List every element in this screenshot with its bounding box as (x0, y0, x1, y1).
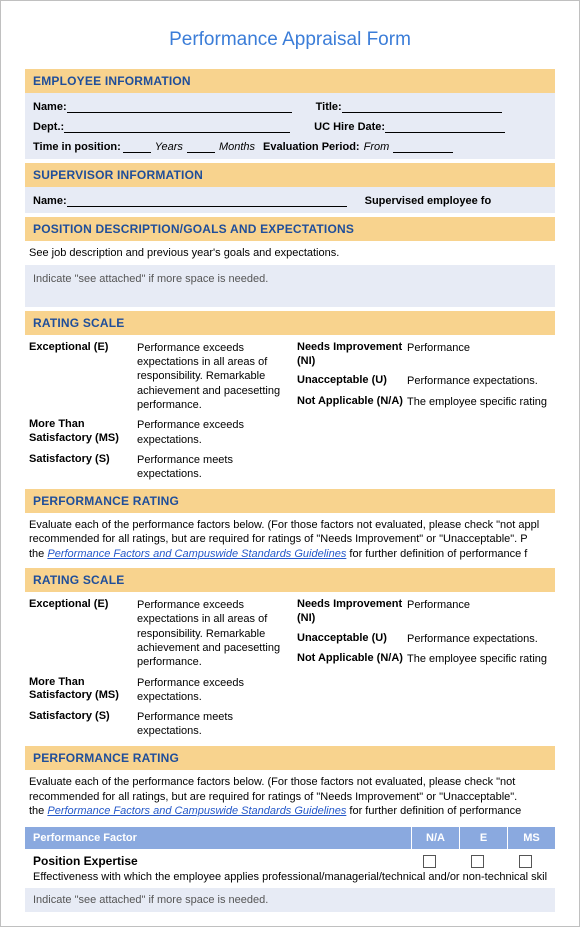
s-label: Satisfactory (S) (29, 453, 137, 482)
from-label: From (364, 141, 390, 153)
time-label: Time in position: (33, 141, 121, 153)
employee-fields: Name: Title: Dept.: UC Hire Date: Time i… (25, 93, 555, 159)
sup-name-label: Name: (33, 195, 67, 207)
rating2-line2: recommended for all ratings, but are req… (29, 791, 517, 803)
supervisor-fields: Name: Supervised employee fo (25, 187, 555, 213)
name-input[interactable] (67, 99, 292, 113)
rating1-body: Evaluate each of the performance factors… (25, 513, 555, 565)
factor-label: Position Expertise (33, 854, 405, 868)
months-unit: Months (219, 141, 255, 153)
factor-row-position-expertise: Position Expertise (25, 849, 555, 871)
months-input[interactable] (187, 139, 215, 153)
factor-col-ms: MS (507, 827, 555, 849)
factor-col-e: E (459, 827, 507, 849)
ms-desc2: Performance exceeds expectations. (137, 676, 283, 705)
rating1-line3a: the (29, 548, 47, 560)
section-header-scale2: RATING SCALE (25, 568, 555, 592)
section-header-position: POSITION DESCRIPTION/GOALS AND EXPECTATI… (25, 217, 555, 241)
e-label2: Exceptional (E) (29, 598, 137, 669)
na-desc: The employee specific rating (407, 395, 547, 409)
sup-name-input[interactable] (67, 193, 347, 207)
ms-desc: Performance exceeds expectations. (137, 418, 283, 447)
supervised-label: Supervised employee fo (365, 195, 492, 207)
u-label2: Unacceptable (U) (297, 632, 407, 646)
rating2-line3a: the (29, 805, 47, 817)
eval-label: Evaluation Period: (263, 141, 360, 153)
na-desc2: The employee specific rating (407, 652, 547, 666)
ni-desc: Performance (407, 341, 470, 369)
ms-label2: More Than Satisfactory (MS) (29, 676, 137, 705)
rating-scale-grid2: Exceptional (E)Performance exceeds expec… (25, 592, 555, 742)
rating2-body: Evaluate each of the performance factors… (25, 770, 555, 822)
s-label2: Satisfactory (S) (29, 710, 137, 739)
section-header-scale1: RATING SCALE (25, 311, 555, 335)
dept-input[interactable] (64, 119, 290, 133)
years-input[interactable] (123, 139, 151, 153)
s-desc2: Performance meets expectations. (137, 710, 283, 739)
ni-label: Needs Improvement (NI) (297, 341, 407, 369)
factor-col-na: N/A (411, 827, 459, 849)
dept-label: Dept.: (33, 121, 64, 133)
section-header-rating2: PERFORMANCE RATING (25, 746, 555, 770)
section-header-rating1: PERFORMANCE RATING (25, 489, 555, 513)
title-label: Title: (316, 101, 342, 113)
u-desc2: Performance expectations. (407, 632, 538, 646)
ni-desc2: Performance (407, 598, 470, 626)
hire-input[interactable] (385, 119, 505, 133)
guidelines-link1[interactable]: Performance Factors and Campuswide Stand… (47, 548, 346, 560)
rating1-line2: recommended for all ratings, but are req… (29, 533, 528, 545)
title-input[interactable] (342, 99, 502, 113)
s-desc: Performance meets expectations. (137, 453, 283, 482)
factor-description: Effectiveness with which the employee ap… (25, 871, 555, 886)
ms-label: More Than Satisfactory (MS) (29, 418, 137, 447)
from-input[interactable] (393, 139, 453, 153)
rating1-line3b: for further definition of performance f (346, 548, 527, 560)
checkbox-e[interactable] (453, 855, 501, 868)
rating2-line3b: for further definition of performance (346, 805, 521, 817)
checkbox-na[interactable] (405, 855, 453, 868)
u-label: Unacceptable (U) (297, 374, 407, 388)
hire-label: UC Hire Date: (314, 121, 385, 133)
rating2-line1: Evaluate each of the performance factors… (29, 776, 515, 788)
name-label: Name: (33, 101, 67, 113)
position-hint[interactable]: Indicate "see attached" if more space is… (25, 265, 555, 307)
e-label: Exceptional (E) (29, 341, 137, 412)
factor-hint[interactable]: Indicate "see attached" if more space is… (25, 888, 555, 912)
na-label2: Not Applicable (N/A) (297, 652, 407, 666)
ni-label2: Needs Improvement (NI) (297, 598, 407, 626)
factor-header-row: Performance Factor N/A E MS (25, 827, 555, 849)
factor-header-label: Performance Factor (25, 827, 411, 849)
section-header-supervisor: SUPERVISOR INFORMATION (25, 163, 555, 187)
years-unit: Years (155, 141, 183, 153)
position-body: See job description and previous year's … (25, 241, 555, 263)
rating-scale-grid1: Exceptional (E)Performance exceeds expec… (25, 335, 555, 485)
e-desc: Performance exceeds expectations in all … (137, 341, 283, 412)
form-title: Performance Appraisal Form (25, 29, 555, 51)
form-page: Performance Appraisal Form EMPLOYEE INFO… (0, 0, 580, 927)
rating1-line1: Evaluate each of the performance factors… (29, 519, 539, 531)
checkbox-ms[interactable] (501, 855, 549, 868)
u-desc: Performance expectations. (407, 374, 538, 388)
guidelines-link2[interactable]: Performance Factors and Campuswide Stand… (47, 805, 346, 817)
section-header-employee: EMPLOYEE INFORMATION (25, 69, 555, 93)
e-desc2: Performance exceeds expectations in all … (137, 598, 283, 669)
na-label: Not Applicable (N/A) (297, 395, 407, 409)
